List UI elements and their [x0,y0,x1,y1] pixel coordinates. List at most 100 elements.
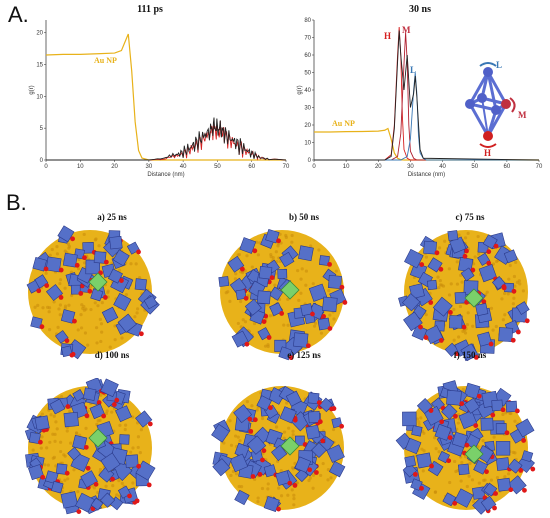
red-vertex [508,487,514,493]
gold-atom [513,419,517,423]
gold-atom [321,461,325,466]
y-tick-label: 40 [304,88,311,94]
gold-atom [96,304,100,308]
gold-atom [454,469,458,474]
gold-atom [63,478,67,482]
x-tick-label: 20 [111,164,118,170]
red-vertex [473,355,479,360]
gold-atom [332,317,336,321]
octahedron [416,452,433,469]
octahedron [112,249,130,267]
red-vertex [119,278,124,283]
peak-label-h: H [384,31,391,41]
x-tick-label: 40 [180,164,187,170]
series-line [314,127,539,161]
gold-atom [266,487,270,491]
octahedron [432,296,453,317]
x-tick-label: 10 [343,164,350,170]
gold-atom [290,488,294,492]
octahedron [447,230,459,242]
gold-atom [292,497,296,501]
gold-atom [447,267,451,271]
red-vertex [136,249,141,255]
octahedron [85,259,101,275]
octahedron [99,492,116,508]
au-np-label: Au NP [94,56,117,65]
gold-atom [233,277,238,281]
octahedron [50,480,64,494]
octahedron [34,415,50,431]
gold-atom [99,322,104,326]
octahedron [463,397,480,414]
red-vertex [412,471,418,477]
gold-atom [503,313,507,317]
gold-atom [59,395,64,399]
gold-atom [51,432,55,436]
red-vertex [70,236,75,242]
gold-atom [421,469,425,473]
gold-atom [452,338,456,342]
gold-atom [307,478,311,483]
gold-atom [500,297,504,301]
red-vertex [101,413,107,419]
gold-atom [433,436,437,440]
octahedron [308,411,321,424]
gold-atom [31,448,35,452]
gold-atom [129,262,133,266]
red-vertex [82,255,87,261]
octahedron [446,389,462,406]
gold-atom [229,443,234,447]
gold-atom [105,409,109,413]
nanoparticle-snapshot [26,225,160,360]
gold-atom [472,262,476,266]
highlighted-octahedron [464,444,484,464]
gold-atom [228,419,232,423]
octahedron [89,403,106,420]
gold-atom [285,401,289,405]
x-tick-label: 30 [407,164,414,170]
red-vertex [428,408,434,413]
gold-atom [33,305,37,309]
gold-atom [436,275,440,279]
gold-atom [415,417,420,421]
red-vertex [521,438,527,443]
gold-atom [260,486,265,491]
gold-atom [250,404,254,408]
red-vertex [84,413,90,419]
gold-atom [59,440,63,444]
red-vertex [252,248,258,254]
gold-atom [494,324,498,329]
red-vertex [83,444,89,450]
gold-atom [274,250,278,254]
gold-atom [506,292,510,296]
octahedron [402,293,421,312]
red-vertex [114,397,120,403]
red-vertex [464,442,470,448]
gold-atom [53,432,57,436]
gold-atom [118,423,122,427]
red-vertex [257,472,263,477]
red-vertex [504,430,510,436]
gold-atom [287,426,291,430]
octahedron [125,454,139,468]
gold-atom [256,496,260,500]
x-tick-label: 30 [146,164,153,170]
gold-atom [63,286,67,290]
gold-atom [473,255,477,259]
gold-atom [501,412,505,417]
gold-atom [319,473,323,478]
octahedron [475,302,489,317]
gold-atom [68,441,73,445]
series-line [314,32,539,161]
gold-atom [299,291,303,295]
red-vertex [269,275,275,281]
gold-atom [79,326,84,330]
highlighted-octahedron [464,288,484,308]
red-vertex [268,405,273,411]
gold-atom [260,416,265,421]
x-tick-label: 70 [283,164,290,170]
red-vertex [110,476,115,482]
octahedron [423,240,437,255]
red-vertex [481,299,487,305]
octahedron [109,235,123,250]
